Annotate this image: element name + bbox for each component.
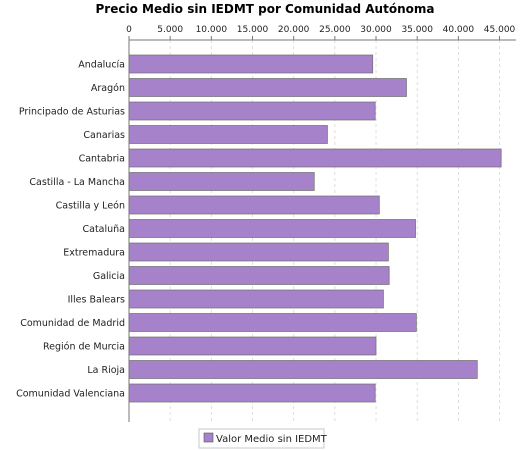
x-tick-label: 40.000 xyxy=(443,25,475,35)
bar xyxy=(128,101,376,121)
category-label: Extremadura xyxy=(63,248,125,259)
bar xyxy=(128,383,376,403)
bars xyxy=(128,54,502,403)
bar xyxy=(128,125,328,144)
category-label: Aragón xyxy=(91,83,125,94)
bar xyxy=(128,266,390,285)
x-tick-label: 10.000 xyxy=(196,25,228,35)
category-label: Región de Murcia xyxy=(43,342,125,353)
x-tick-label: 30.000 xyxy=(360,25,392,35)
chart-title: Precio Medio sin IEDMT por Comunidad Aut… xyxy=(96,2,435,16)
category-label: Illes Balears xyxy=(68,295,125,306)
bar xyxy=(128,219,416,238)
x-tick-label: 45.000 xyxy=(484,25,516,35)
legend-box xyxy=(198,428,325,449)
bar xyxy=(128,54,374,74)
bar xyxy=(128,148,502,168)
legend-swatch xyxy=(203,432,214,443)
axes xyxy=(128,39,516,422)
bar xyxy=(128,336,377,356)
category-label: Canarias xyxy=(83,130,125,141)
category-labels: Andalucía Aragón Principado de Asturias Can… xyxy=(16,60,125,400)
x-tick-label: 25.000 xyxy=(319,25,351,35)
category-label: Galicia xyxy=(93,271,125,282)
category-label: Comunidad de Madrid xyxy=(20,318,125,329)
category-label: Castilla y León xyxy=(56,201,125,212)
category-label: Cantabria xyxy=(79,154,125,165)
legend-label: Valor Medio sin IEDMT xyxy=(216,434,328,445)
bar xyxy=(128,172,315,191)
x-tick-label: 5.000 xyxy=(157,25,183,35)
bar xyxy=(128,195,380,215)
category-label: Cataluña xyxy=(82,224,125,235)
category-label: La Rioja xyxy=(87,365,125,376)
grid-lines xyxy=(169,40,500,422)
bar xyxy=(128,78,407,97)
category-label: Principado de Asturias xyxy=(19,107,125,118)
x-tick-label: 0 xyxy=(126,25,132,35)
bar xyxy=(128,242,389,262)
x-tick-label: 35.000 xyxy=(401,25,433,35)
category-label: Castilla - La Mancha xyxy=(29,177,125,188)
category-label: Comunidad Valenciana xyxy=(16,389,125,400)
x-tick-label: 20.000 xyxy=(278,25,310,35)
category-label: Andalucía xyxy=(78,60,125,71)
legend: Valor Medio sin IEDMT xyxy=(198,428,328,449)
x-axis-ticks: 0 5.000 10.000 15.000 20.000 25.000 30.000 35.0… xyxy=(126,25,516,40)
x-tick-label: 15.000 xyxy=(237,25,269,35)
bar xyxy=(128,360,478,379)
bar xyxy=(128,313,417,332)
bar xyxy=(128,289,384,309)
